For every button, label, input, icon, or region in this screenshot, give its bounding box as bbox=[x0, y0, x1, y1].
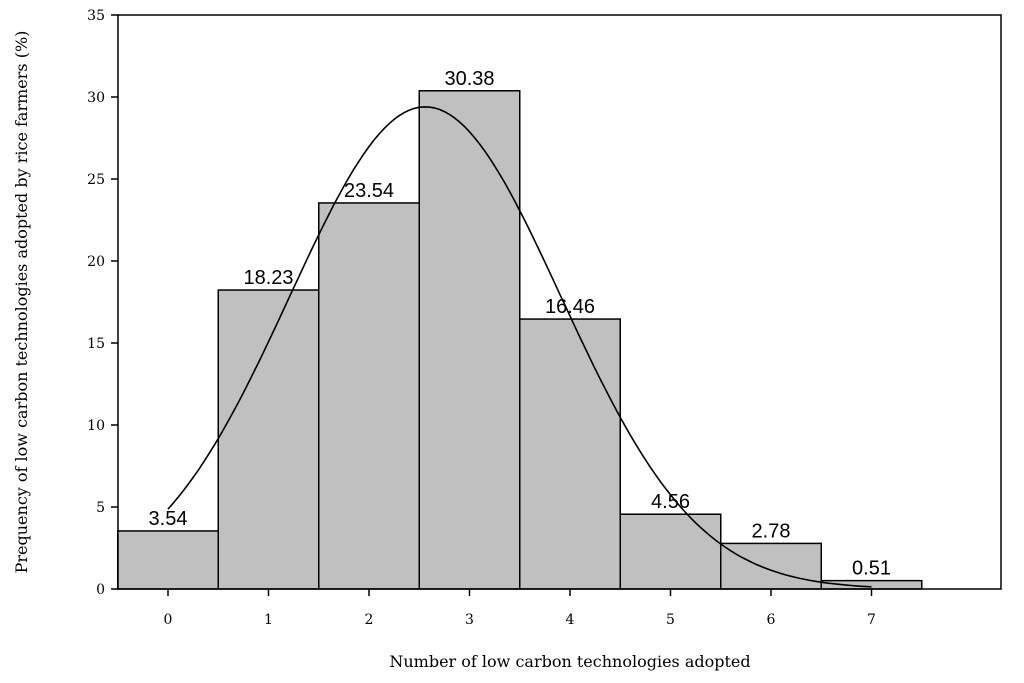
bar-4 bbox=[519, 318, 621, 590]
data-label-6: 2.78 bbox=[752, 520, 791, 542]
x-tick-label: 6 bbox=[767, 612, 776, 628]
x-tick-label: 4 bbox=[566, 612, 575, 628]
data-label-1: 18.23 bbox=[243, 267, 293, 289]
x-tick-label: 7 bbox=[867, 612, 876, 628]
y-tick-label: 30 bbox=[87, 90, 105, 106]
bar-3 bbox=[418, 90, 521, 590]
data-label-7: 0.51 bbox=[852, 558, 891, 580]
x-tick-label: 0 bbox=[164, 612, 173, 628]
plot-frame bbox=[117, 14, 1002, 590]
bar-0 bbox=[117, 530, 219, 590]
data-labels-group: 3.54 18.23 23.54 30.38 16.46 4.56 2.78 0.51 bbox=[149, 68, 891, 580]
bar-2 bbox=[318, 202, 420, 590]
y-tick-label: 25 bbox=[87, 172, 105, 188]
bar-1 bbox=[217, 289, 320, 590]
x-axis: 0 1 2 3 4 5 6 7 bbox=[164, 589, 876, 628]
x-tick-label: 5 bbox=[666, 612, 675, 628]
y-axis: 0 5 10 15 20 25 30 35 bbox=[87, 8, 118, 598]
x-tick-label: 1 bbox=[264, 612, 273, 628]
y-tick-label: 15 bbox=[87, 336, 105, 352]
bar-6 bbox=[720, 542, 822, 590]
data-label-0: 3.54 bbox=[149, 508, 188, 530]
y-tick-label: 0 bbox=[96, 582, 105, 598]
data-label-3: 30.38 bbox=[444, 68, 494, 90]
bars-group bbox=[117, 90, 923, 590]
x-tick-label: 3 bbox=[465, 612, 474, 628]
y-axis-title: Prequency of low carbon technologies ado… bbox=[12, 31, 31, 574]
normal-distribution-curve bbox=[167, 106, 872, 588]
y-tick-label: 10 bbox=[87, 418, 105, 434]
y-tick-label: 5 bbox=[96, 500, 105, 516]
x-axis-title: Number of low carbon technologies adopte… bbox=[389, 652, 750, 671]
data-label-4: 16.46 bbox=[545, 296, 595, 318]
y-tick-label: 20 bbox=[87, 254, 105, 270]
bar-5 bbox=[619, 513, 722, 590]
y-tick-label: 35 bbox=[87, 8, 105, 24]
data-label-2: 23.54 bbox=[344, 180, 394, 202]
x-tick-label: 2 bbox=[365, 612, 374, 628]
data-label-5: 4.56 bbox=[651, 491, 690, 513]
